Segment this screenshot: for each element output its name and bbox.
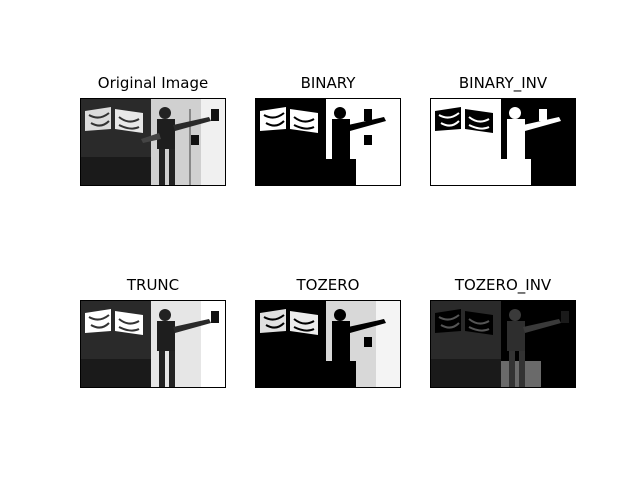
tozero-image <box>255 300 401 388</box>
binary-image <box>255 98 401 186</box>
panel-title: TOZERO <box>296 276 360 294</box>
panel-title: Original Image <box>97 74 209 92</box>
tozero-inv-image <box>430 300 576 388</box>
panel-title: BINARY_INV <box>458 74 548 92</box>
binary-inv-image <box>430 98 576 186</box>
trunc-image <box>80 300 226 388</box>
panel-title: TOZERO_INV <box>454 276 552 294</box>
panel-title: TRUNC <box>126 276 180 294</box>
panel-title: BINARY <box>300 74 356 92</box>
original-image <box>80 98 226 186</box>
